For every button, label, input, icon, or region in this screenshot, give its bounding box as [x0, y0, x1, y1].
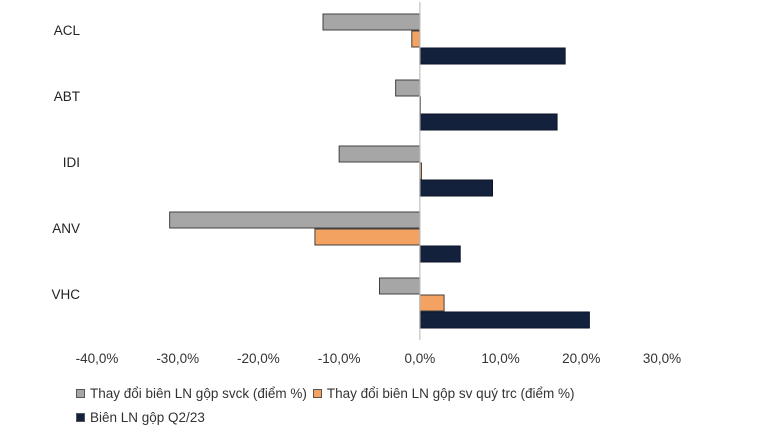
bar-chart: ACL ABT IDI ANV VHC -40,0% -30,0% -20,0% -10,0% 0…: [51, 2, 681, 366]
legend-label-yoy: Thay đổi biên LN gộp svck (điểm %): [90, 385, 307, 401]
category-label-vhc: VHC: [51, 287, 80, 302]
legend-label-margin: Biên LN gộp Q2/23: [90, 409, 205, 425]
bar-margin-idi: [419, 179, 494, 197]
legend-label-qoq: Thay đổi biên LN gộp sv quý trc (điểm %): [326, 385, 575, 401]
bar-margin-vhc: [419, 311, 590, 329]
legend: Thay đổi biên LN gộp svck (điểm %) Thay …: [76, 381, 756, 429]
category-label-anv: ANV: [52, 221, 80, 236]
bar-qoq-acl: [411, 30, 421, 48]
bar-margin-abt: [419, 113, 558, 131]
x-tick-label: 0,0%: [404, 351, 435, 366]
x-tick-label: 10,0%: [481, 351, 519, 366]
x-tick-label: -30,0%: [156, 351, 199, 366]
legend-item-margin: Biên LN gộp Q2/23: [76, 410, 205, 425]
bar-yoy-anv: [169, 211, 421, 229]
bar-yoy-vhc: [379, 277, 421, 295]
bar-yoy-idi: [338, 145, 421, 163]
category-label-abt: ABT: [54, 89, 80, 104]
legend-item-yoy: Thay đổi biên LN gộp svck (điểm %): [76, 386, 307, 401]
category-label-idi: IDI: [63, 155, 80, 170]
x-tick-label: -20,0%: [237, 351, 280, 366]
bar-margin-anv: [419, 245, 461, 263]
legend-item-qoq: Thay đổi biên LN gộp sv quý trc (điểm %): [312, 385, 575, 401]
category-label-acl: ACL: [54, 23, 81, 38]
legend-swatch-margin: [76, 412, 85, 422]
x-tick-label: -40,0%: [76, 351, 119, 366]
bar-qoq-anv: [314, 228, 421, 246]
bar-yoy-acl: [322, 13, 421, 31]
legend-swatch-yoy: [76, 388, 85, 398]
legend-row-1: Thay đổi biên LN gộp svck (điểm %) Thay …: [76, 381, 756, 405]
legend-swatch-qoq: [312, 388, 322, 398]
bar-qoq-vhc: [419, 294, 445, 312]
x-tick-label: -10,0%: [318, 351, 361, 366]
x-tick-label: 30,0%: [643, 351, 681, 366]
bar-margin-acl: [419, 47, 566, 65]
legend-row-2: Biên LN gộp Q2/23: [76, 405, 756, 429]
x-tick-label: 20,0%: [562, 351, 600, 366]
bar-yoy-abt: [395, 79, 421, 97]
